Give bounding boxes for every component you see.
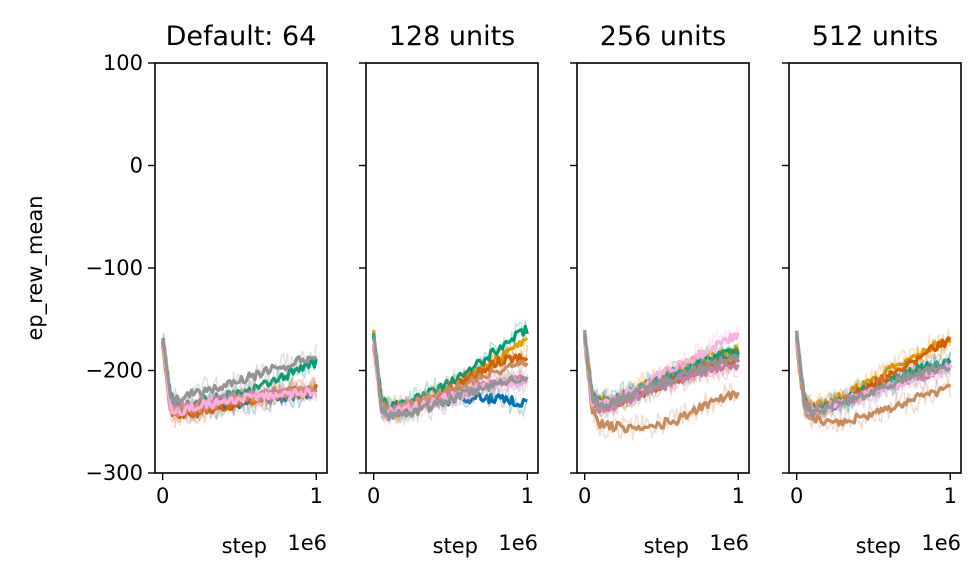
y-axis-label: ep_rew_mean	[23, 195, 48, 340]
series-line	[583, 340, 740, 434]
y-tick-label: 0	[130, 154, 143, 178]
plot-area	[161, 332, 318, 428]
series-line	[795, 330, 951, 417]
series-line	[161, 338, 317, 404]
x-tick-label: 0	[156, 484, 169, 508]
series-line	[161, 340, 317, 416]
y-tick-label: −200	[85, 359, 143, 383]
series-raw-line	[372, 328, 529, 427]
x-axis-label: step	[856, 534, 901, 558]
x-tick-label: 0	[790, 484, 803, 508]
series-raw-line	[795, 345, 952, 433]
x-tick-label: 0	[367, 484, 380, 508]
panel-title: 256 units	[600, 21, 727, 52]
x-tick-label: 1	[310, 484, 323, 508]
y-tick-label: −300	[85, 461, 143, 485]
x-axis-offset-label: 1e6	[921, 531, 961, 555]
x-tick-label: 0	[578, 484, 591, 508]
panel-4: 0 1 step 1e6 512 units	[782, 21, 962, 558]
series-line	[583, 330, 740, 410]
x-axis-label: step	[222, 534, 267, 558]
plot-area	[795, 327, 952, 433]
y-tick-label: −100	[85, 256, 143, 280]
plot-area	[583, 323, 740, 441]
panel-1: −300 −200 −100 0 100 0 1 step 1e6 Default: 64	[85, 21, 328, 558]
panel-title: 128 units	[389, 21, 516, 52]
x-tick-label: 1	[944, 484, 957, 508]
x-axis-offset-label: 1e6	[709, 531, 749, 555]
x-tick-label: 1	[521, 484, 534, 508]
x-axis-offset-label: 1e6	[287, 531, 327, 555]
panel-title: Default: 64	[166, 21, 317, 52]
panel-3: 0 1 step 1e6 256 units	[570, 21, 750, 558]
x-axis-label: step	[644, 534, 689, 558]
series-line	[372, 338, 529, 422]
plot-area	[372, 320, 529, 427]
panel-2: 0 1 step 1e6 128 units	[359, 21, 539, 558]
x-axis-label: step	[433, 534, 478, 558]
x-axis-offset-label: 1e6	[498, 531, 538, 555]
y-tick-label: 100	[103, 51, 143, 75]
panel-title: 512 units	[812, 21, 939, 52]
series-raw-line	[161, 342, 318, 422]
x-tick-label: 1	[732, 484, 745, 508]
